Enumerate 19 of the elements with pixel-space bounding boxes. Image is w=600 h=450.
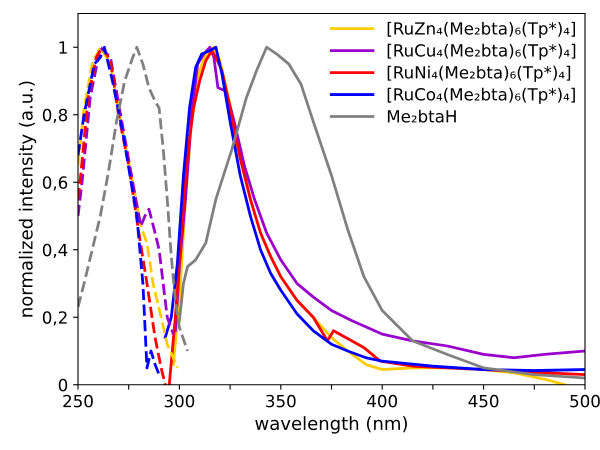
y-axis-title: normalized intensity (a.u.) — [18, 82, 36, 317]
x-tick-label: 350 — [266, 394, 296, 408]
y-tick-label: 0,8 — [42, 108, 68, 124]
y-tick-label: 0,4 — [42, 244, 68, 258]
legend-label: [RuZn₄(Me₂bta)₆(Tp*)₄] — [388, 22, 576, 38]
y-tick-label: 0,2 — [42, 311, 67, 326]
x-tick-label: 300 — [164, 394, 194, 408]
x-tick-label: 500 — [570, 394, 600, 408]
x-tick-label: 450 — [468, 394, 498, 408]
y-tick-label: 0 — [58, 378, 68, 392]
x-tick-label: 250 — [63, 394, 93, 408]
legend-label: Me₂btaH — [388, 110, 456, 123]
y-tick-label: 0,6 — [42, 176, 68, 191]
legend-label: [RuCu₄(Me₂bta)₆(Tp*)₄] — [388, 44, 576, 60]
y-tick-label: 1 — [60, 41, 67, 54]
x-tick-label: 400 — [367, 394, 397, 408]
legend-label: [RuNi₄(Me₂bta)₆(Tp*)₄] — [388, 66, 570, 82]
x-axis-title: wavelength (nm) — [255, 416, 407, 434]
legend-label: [RuCo₄(Me₂bta)₆(Tp*)₄] — [388, 88, 575, 104]
